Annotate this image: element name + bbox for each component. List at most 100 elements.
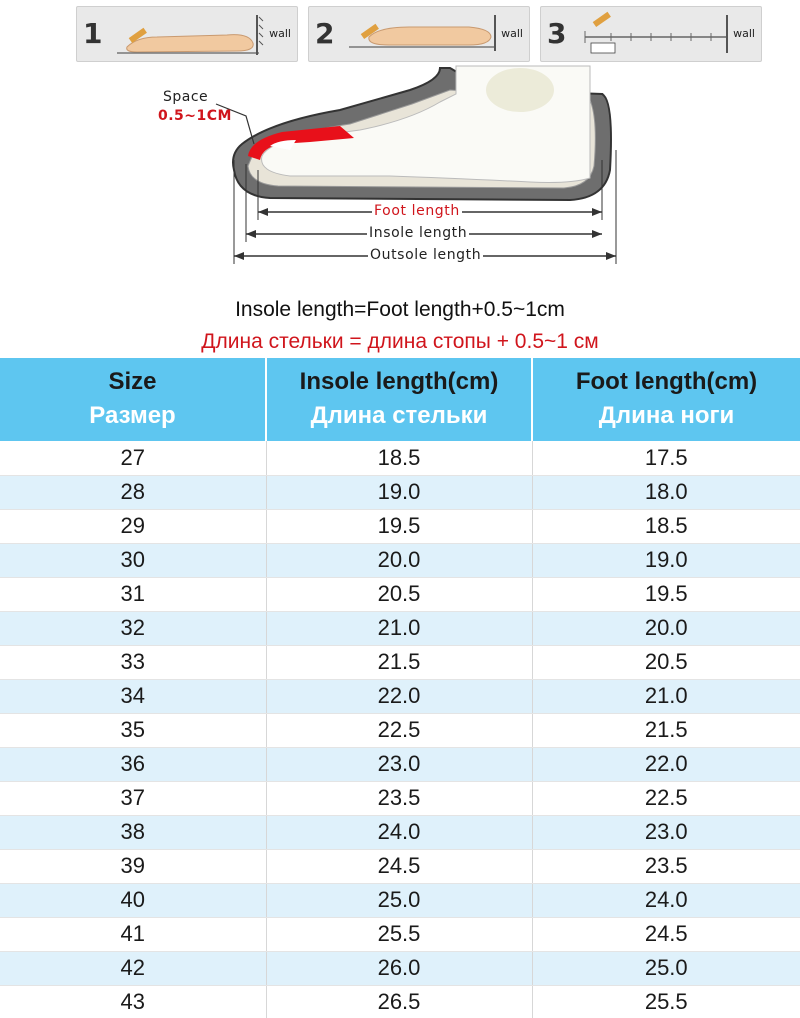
outsole-length-label: Outsole length <box>368 247 484 263</box>
wall-label: wall <box>269 27 291 40</box>
foot-length-cell: 24.5 <box>532 917 800 952</box>
table-row: 32 21.0 20.0 <box>0 611 800 646</box>
insole-length-cell: 23.0 <box>266 747 533 782</box>
foot-against-wall-illustration <box>117 15 264 55</box>
header-foot-length: Foot length(cm) Длина ноги <box>532 358 800 441</box>
insole-length-label: Insole length <box>367 225 470 241</box>
insole-length-cell: 19.5 <box>266 509 533 544</box>
table-row: 28 19.0 18.0 <box>0 475 800 510</box>
table-row: 43 26.5 25.5 <box>0 985 800 1018</box>
foot-length-cell: 22.5 <box>532 781 800 816</box>
insole-length-cell: 22.0 <box>266 679 533 714</box>
size-cell: 30 <box>0 543 267 578</box>
size-cell: 27 <box>0 441 267 476</box>
shoe-cross-section-diagram <box>215 65 617 264</box>
ruler-measure-illustration <box>584 11 728 54</box>
space-value: 0.5~1CM <box>158 108 232 124</box>
insole-length-cell: 19.0 <box>266 475 533 510</box>
step-number: 1 <box>83 17 103 50</box>
foot-length-cell: 21.5 <box>532 713 800 748</box>
insole-length-cell: 23.5 <box>266 781 533 816</box>
size-cell: 37 <box>0 781 267 816</box>
formula-russian: Длина стельки = длина стопы + 0.5~1 см <box>201 330 599 353</box>
header-label-ru: Длина ноги <box>598 402 735 429</box>
size-cell: 40 <box>0 883 267 918</box>
insole-length-cell: 22.5 <box>266 713 533 748</box>
insole-length-cell: 26.0 <box>266 951 533 986</box>
step-number: 3 <box>547 17 567 50</box>
foot-length-cell: 20.0 <box>532 611 800 646</box>
header-size: Size Размер <box>0 358 267 441</box>
table-row: 34 22.0 21.0 <box>0 679 800 714</box>
size-cell: 41 <box>0 917 267 952</box>
size-cell: 33 <box>0 645 267 680</box>
size-cell: 31 <box>0 577 267 612</box>
foot-length-label: Foot length <box>372 203 462 219</box>
foot-length-cell: 22.0 <box>532 747 800 782</box>
insole-length-cell: 24.0 <box>266 815 533 850</box>
foot-length-cell: 23.0 <box>532 815 800 850</box>
step-3-panel: 3 wall <box>540 6 762 62</box>
table-row: 41 25.5 24.5 <box>0 917 800 952</box>
measuring-steps: 1 wall 2 wall 3 wall <box>76 6 762 62</box>
foot-length-cell: 21.0 <box>532 679 800 714</box>
size-cell: 36 <box>0 747 267 782</box>
table-body: 27 18.5 17.5 28 19.0 18.0 29 19.5 18.5 30 20.0 19.0… <box>0 441 800 1018</box>
header-label-en: Foot length(cm) <box>575 368 758 395</box>
table-header-row: Size Размер Insole length(cm) Длина стел… <box>0 358 800 441</box>
size-cell: 28 <box>0 475 267 510</box>
table-row: 29 19.5 18.5 <box>0 509 800 544</box>
header-label-en: Insole length(cm) <box>299 368 499 395</box>
size-cell: 35 <box>0 713 267 748</box>
insole-length-cell: 21.5 <box>266 645 533 680</box>
header-label-en: Size <box>108 368 157 395</box>
insole-length-cell: 25.5 <box>266 917 533 952</box>
size-cell: 42 <box>0 951 267 986</box>
size-cell: 38 <box>0 815 267 850</box>
step-number: 2 <box>315 17 335 50</box>
foot-length-cell: 24.0 <box>532 883 800 918</box>
foot-length-cell: 20.5 <box>532 645 800 680</box>
foot-length-cell: 25.0 <box>532 951 800 986</box>
table-row: 37 23.5 22.5 <box>0 781 800 816</box>
table-row: 40 25.0 24.0 <box>0 883 800 918</box>
size-cell: 43 <box>0 985 267 1018</box>
table-row: 38 24.0 23.0 <box>0 815 800 850</box>
foot-marking-illustration <box>349 15 496 51</box>
insole-length-cell: 24.5 <box>266 849 533 884</box>
wall-label: wall <box>501 27 523 40</box>
table-row: 39 24.5 23.5 <box>0 849 800 884</box>
table-row: 36 23.0 22.0 <box>0 747 800 782</box>
header-insole-length: Insole length(cm) Длина стельки <box>266 358 533 441</box>
foot-length-cell: 18.0 <box>532 475 800 510</box>
table-row: 42 26.0 25.0 <box>0 951 800 986</box>
foot-length-cell: 19.0 <box>532 543 800 578</box>
insole-length-cell: 20.5 <box>266 577 533 612</box>
foot-length-cell: 19.5 <box>532 577 800 612</box>
table-row: 33 21.5 20.5 <box>0 645 800 680</box>
size-cell: 32 <box>0 611 267 646</box>
step-2-panel: 2 wall <box>308 6 530 62</box>
table-row: 31 20.5 19.5 <box>0 577 800 612</box>
size-cell: 34 <box>0 679 267 714</box>
insole-length-cell: 18.5 <box>266 441 533 476</box>
insole-length-cell: 20.0 <box>266 543 533 578</box>
formula-english: Insole length=Foot length+0.5~1cm <box>235 298 565 321</box>
foot-length-cell: 25.5 <box>532 985 800 1018</box>
step-1-panel: 1 wall <box>76 6 298 62</box>
size-cell: 29 <box>0 509 267 544</box>
size-cell: 39 <box>0 849 267 884</box>
insole-length-cell: 26.5 <box>266 985 533 1018</box>
table-row: 30 20.0 19.0 <box>0 543 800 578</box>
foot-length-cell: 18.5 <box>532 509 800 544</box>
space-label: Space <box>163 89 209 105</box>
insole-length-cell: 25.0 <box>266 883 533 918</box>
table-row: 27 18.5 17.5 <box>0 441 800 476</box>
table-row: 35 22.5 21.5 <box>0 713 800 748</box>
insole-length-cell: 21.0 <box>266 611 533 646</box>
wall-label: wall <box>733 27 755 40</box>
size-chart-table: Size Размер Insole length(cm) Длина стел… <box>0 358 800 1018</box>
header-label-ru: Длина стельки <box>310 402 488 429</box>
foot-length-cell: 23.5 <box>532 849 800 884</box>
foot-length-cell: 17.5 <box>532 441 800 476</box>
